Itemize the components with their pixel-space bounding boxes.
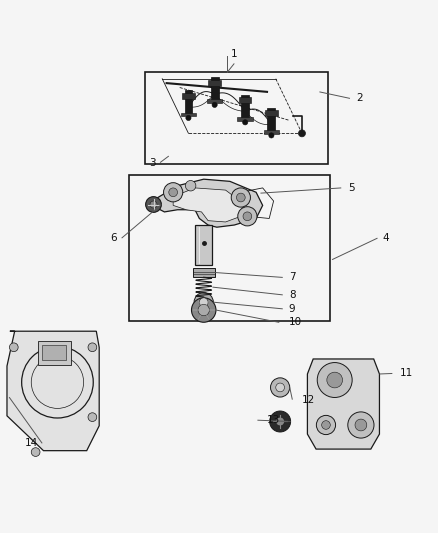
Text: 1: 1 (231, 49, 237, 59)
Text: 10: 10 (289, 317, 302, 327)
Circle shape (270, 411, 290, 432)
Text: 13: 13 (267, 415, 280, 425)
Text: 9: 9 (289, 304, 296, 314)
Circle shape (212, 102, 217, 108)
Bar (241, 95, 249, 119)
Circle shape (298, 130, 305, 137)
Text: 6: 6 (110, 233, 117, 243)
Circle shape (238, 207, 257, 226)
Bar (195, 225, 212, 265)
Polygon shape (173, 188, 243, 222)
Bar (268, 108, 276, 132)
Bar (193, 268, 215, 277)
Circle shape (243, 212, 252, 221)
Text: 11: 11 (400, 368, 413, 378)
Bar (42, 345, 66, 360)
Bar (265, 110, 278, 116)
Circle shape (88, 413, 97, 422)
Circle shape (198, 304, 209, 316)
Circle shape (271, 378, 290, 397)
Bar (211, 77, 219, 101)
Text: 3: 3 (149, 158, 155, 167)
Circle shape (186, 115, 191, 120)
Bar (180, 112, 196, 116)
Circle shape (327, 372, 343, 388)
Polygon shape (307, 359, 379, 449)
Circle shape (317, 362, 352, 398)
Circle shape (237, 193, 245, 202)
Circle shape (10, 343, 18, 352)
Text: 5: 5 (348, 183, 354, 193)
Circle shape (185, 181, 196, 191)
Text: 7: 7 (289, 272, 296, 282)
Circle shape (163, 183, 183, 202)
Bar (145, 72, 328, 164)
Circle shape (316, 415, 336, 434)
Bar (239, 97, 251, 103)
Circle shape (150, 201, 157, 208)
Circle shape (15, 515, 39, 533)
Text: 12: 12 (302, 394, 315, 405)
Bar (182, 93, 195, 99)
Circle shape (31, 448, 40, 456)
Text: 4: 4 (383, 233, 389, 243)
Circle shape (269, 133, 274, 138)
Bar (38, 341, 71, 365)
Circle shape (194, 293, 213, 312)
Circle shape (169, 188, 177, 197)
Text: 8: 8 (289, 290, 296, 300)
Circle shape (6, 505, 48, 533)
Circle shape (355, 419, 367, 431)
Bar (208, 79, 221, 86)
Text: 14: 14 (25, 438, 38, 448)
Bar (264, 130, 279, 134)
Circle shape (191, 298, 216, 322)
Bar (130, 175, 330, 321)
Circle shape (321, 421, 330, 429)
Circle shape (243, 120, 248, 125)
Circle shape (348, 412, 374, 438)
Polygon shape (7, 331, 99, 451)
Bar (237, 117, 253, 120)
Circle shape (21, 521, 32, 531)
Circle shape (276, 417, 285, 426)
Text: 2: 2 (357, 93, 363, 103)
Bar (207, 100, 223, 103)
Circle shape (199, 298, 208, 306)
Polygon shape (153, 179, 263, 227)
Circle shape (231, 188, 251, 207)
Circle shape (146, 197, 161, 212)
Bar (184, 90, 192, 115)
Circle shape (88, 343, 97, 352)
Circle shape (276, 383, 285, 392)
